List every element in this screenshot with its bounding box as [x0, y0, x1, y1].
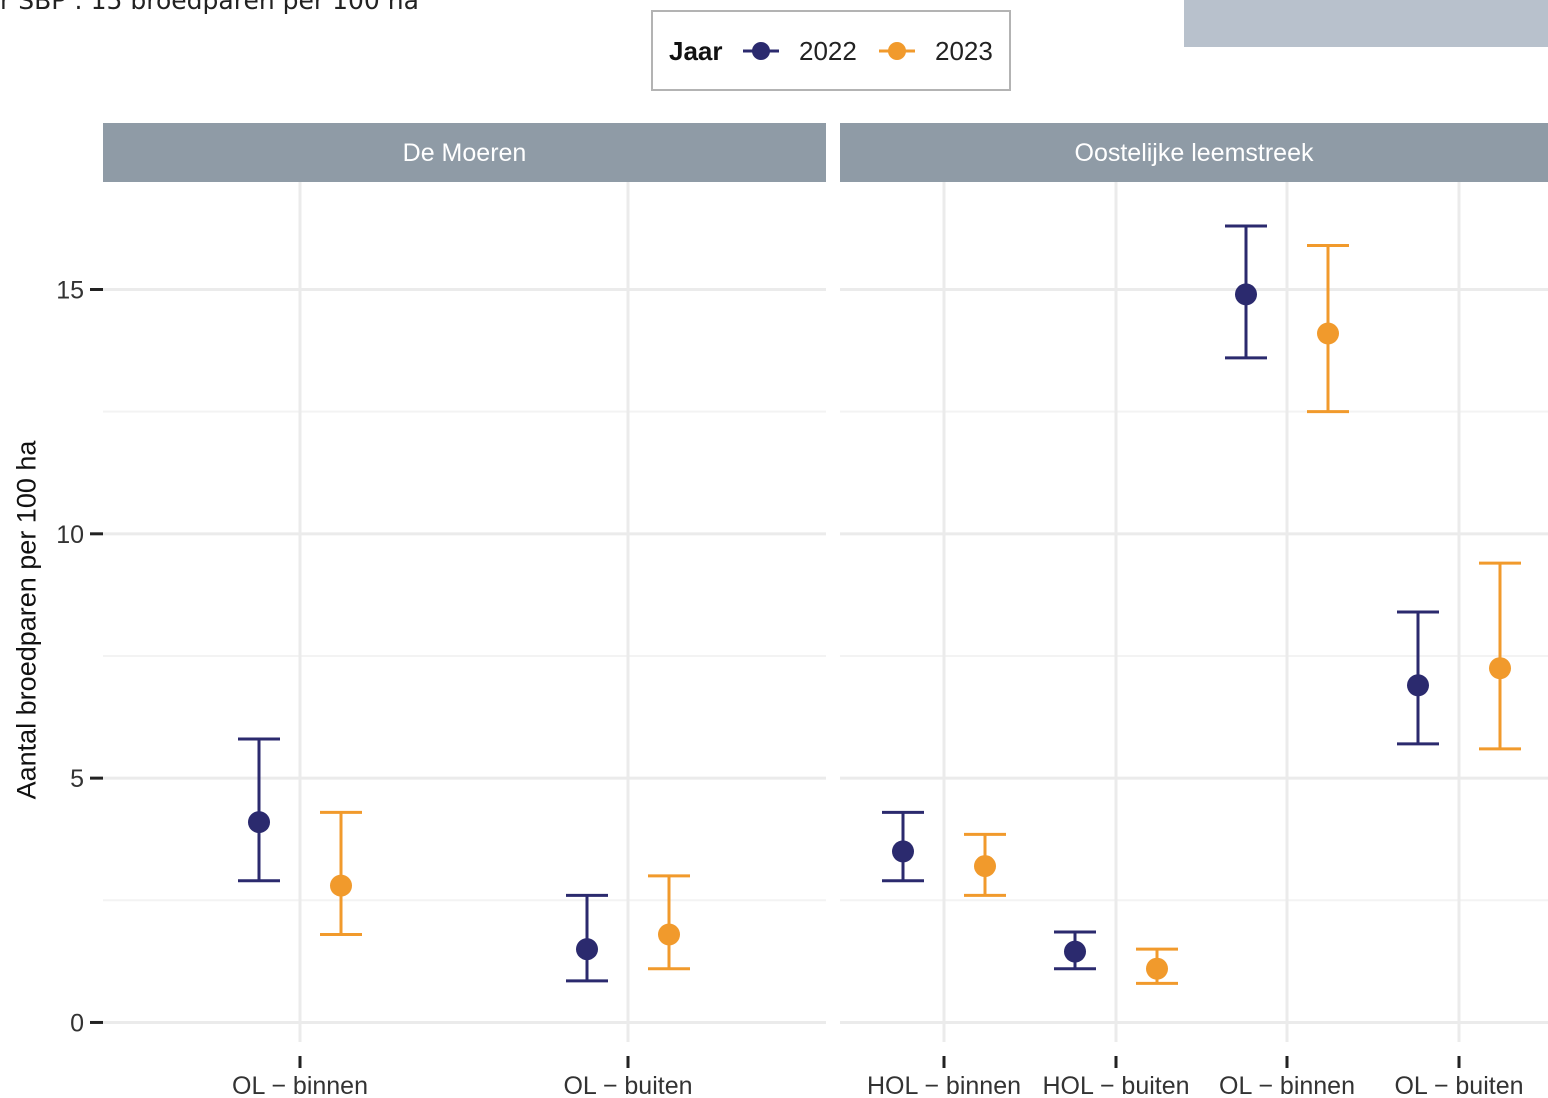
data-point	[1317, 322, 1339, 345]
legend-key-2023	[879, 42, 915, 60]
y-axis-label: Aantal broedparen per 100 ha	[11, 440, 42, 800]
x-tick-label: OL − binnen	[1219, 1072, 1355, 1098]
corner-banner	[1184, 0, 1548, 47]
legend: Jaar 2022 2023	[651, 10, 1011, 91]
data-point	[330, 874, 352, 897]
legend-key-2022	[743, 42, 779, 60]
data-point	[658, 923, 680, 946]
x-tick-label: OL − binnen	[232, 1072, 368, 1098]
legend-label-2023: 2023	[935, 36, 993, 66]
data-point	[248, 811, 270, 834]
y-tick-label: 10	[56, 521, 84, 549]
y-tick-label: 15	[56, 277, 84, 305]
data-point	[576, 938, 598, 961]
legend-title: Jaar	[669, 36, 723, 66]
data-point	[1064, 940, 1086, 963]
data-point	[1235, 283, 1257, 306]
x-tick-label: HOL − binnen	[867, 1072, 1021, 1098]
facet-strip	[103, 123, 826, 182]
data-point	[1489, 657, 1511, 680]
facet-title: Oostelijke leemstreek	[1075, 139, 1314, 167]
x-tick-label: OL − buiten	[1394, 1072, 1523, 1098]
data-point	[974, 855, 996, 878]
y-tick-label: 5	[70, 765, 84, 793]
y-tick-label: 0	[70, 1009, 84, 1037]
x-tick-label: OL − buiten	[563, 1072, 692, 1098]
facet-title: De Moeren	[403, 139, 527, 167]
x-tick-label: HOL − buiten	[1042, 1072, 1189, 1098]
caption-text: r SBP : 15 broedparen per 100 ha	[0, 0, 419, 15]
data-point	[1146, 957, 1168, 980]
facet-strip	[840, 123, 1548, 182]
data-point	[892, 840, 914, 863]
legend-label-2022: 2022	[799, 36, 857, 66]
data-point	[1407, 674, 1429, 697]
